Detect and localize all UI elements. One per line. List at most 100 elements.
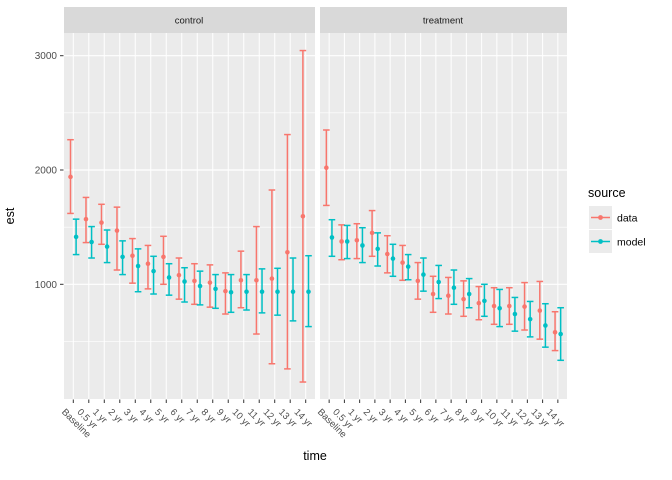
point-model	[451, 285, 457, 291]
point-data	[161, 254, 166, 260]
pointrange-model-4 yr	[150, 255, 157, 295]
y-tick-label: 2000	[35, 166, 58, 177]
pointrange-model-9 yr	[227, 273, 235, 314]
pointrange-data-5 yr	[160, 235, 167, 286]
point-model	[228, 290, 234, 295]
x-tick-label: 5 yr	[407, 407, 426, 426]
point-data	[99, 220, 104, 225]
pointrange-data-2 yr	[113, 206, 121, 271]
point-model	[89, 239, 94, 245]
pointrange-model-4 yr	[404, 253, 412, 281]
point-model	[290, 289, 296, 295]
pointrange-data-1 yr	[98, 203, 105, 246]
pointrange-model-14 yr	[305, 254, 312, 328]
y-tick-label: 3000	[35, 51, 58, 62]
point-model	[375, 246, 380, 252]
point-data	[369, 230, 375, 236]
pointrange-model-8 yr	[212, 273, 219, 310]
point-model	[213, 286, 218, 292]
point-model	[104, 244, 110, 249]
x-tick-label: 5 yr	[152, 407, 171, 426]
point-model	[405, 264, 411, 269]
point-data	[254, 277, 259, 283]
pointrange-model-Baseline	[328, 218, 336, 258]
pointrange-model-9 yr	[481, 283, 488, 318]
point-data	[176, 272, 182, 278]
point-data	[415, 278, 421, 284]
pointrange-data-8 yr	[460, 280, 467, 318]
pointrange-model-6 yr	[435, 264, 442, 300]
pointrange-model-14 yr	[557, 306, 564, 362]
pointrange-data-9 yr	[475, 285, 483, 321]
legend-glyphs	[589, 206, 612, 253]
panel-bg	[64, 33, 315, 399]
pointrange-model-5 yr	[165, 262, 173, 296]
point-model	[306, 289, 311, 295]
x-tick-label: 9 yr	[214, 407, 233, 426]
point-data	[339, 239, 344, 244]
pointrange-model-1 yr	[359, 226, 366, 264]
point-data	[68, 174, 73, 180]
point-data	[430, 291, 436, 297]
pointrange-model-3 yr	[389, 243, 397, 278]
pointrange-data-13 yr	[284, 133, 291, 370]
x-tick-label: 2 yr	[106, 407, 125, 426]
point-model	[543, 323, 548, 328]
pointrange-data-11 yr	[506, 286, 513, 326]
legend-key-point-data	[598, 215, 603, 220]
pointrange-model-11 yr	[258, 268, 266, 314]
pointrange-model-12 yr	[274, 267, 281, 316]
point-model	[197, 283, 203, 289]
pointrange-model-2 yr	[374, 232, 381, 267]
point-data	[238, 277, 244, 283]
pointrange-data-3 yr	[384, 234, 391, 274]
pointrange-data-7 yr	[191, 262, 198, 306]
point-data	[207, 280, 213, 285]
facet-strip-treatment	[320, 7, 567, 33]
x-tick-label: 2 yr	[361, 407, 380, 426]
pointrange-model-6 yr	[181, 266, 188, 303]
x-axis-title: time	[303, 449, 327, 463]
point-model	[497, 306, 502, 311]
pointrange-model-13 yr	[289, 257, 297, 322]
point-model	[329, 235, 335, 240]
facet-strip-label-treatment: treatment	[423, 16, 463, 27]
pointrange-data-14 yr	[299, 49, 307, 383]
facet-strip-control	[64, 7, 315, 33]
point-data	[400, 260, 405, 265]
point-data	[552, 330, 558, 335]
pointrange-model-7 yr	[450, 269, 458, 306]
pointrange-model-0.5 yr	[343, 224, 351, 260]
legend: source data model	[588, 186, 646, 253]
x-tick-label: 8 yr	[452, 407, 471, 426]
point-model	[512, 311, 518, 317]
pointrange-model-0.5 yr	[88, 225, 95, 259]
x-tick-label: 8 yr	[199, 407, 218, 426]
y-axis-title: est	[3, 207, 17, 224]
point-data	[476, 300, 482, 306]
point-data	[385, 251, 390, 257]
pointrange-data-5 yr	[414, 261, 422, 300]
pointrange-data-12 yr	[521, 281, 528, 331]
pointrange-model-7 yr	[196, 270, 204, 306]
x-tick-label: 6 yr	[168, 407, 187, 426]
point-data	[507, 303, 512, 309]
pointrange-data-10 yr	[490, 286, 498, 326]
pointrange-model-2 yr	[119, 240, 126, 276]
pointrange-data-8 yr	[206, 264, 214, 308]
point-model	[135, 263, 141, 269]
point-data	[354, 237, 360, 243]
legend-item-label-data: data	[617, 213, 638, 225]
x-tick-label: 9 yr	[467, 407, 486, 426]
x-tick-label: 3 yr	[376, 407, 395, 426]
point-model	[275, 289, 280, 295]
point-model	[344, 239, 350, 244]
point-model	[73, 234, 79, 240]
pointrange-model-11 yr	[511, 296, 519, 332]
legend-title: source	[588, 186, 626, 200]
point-model	[421, 272, 426, 277]
point-model	[259, 289, 265, 295]
